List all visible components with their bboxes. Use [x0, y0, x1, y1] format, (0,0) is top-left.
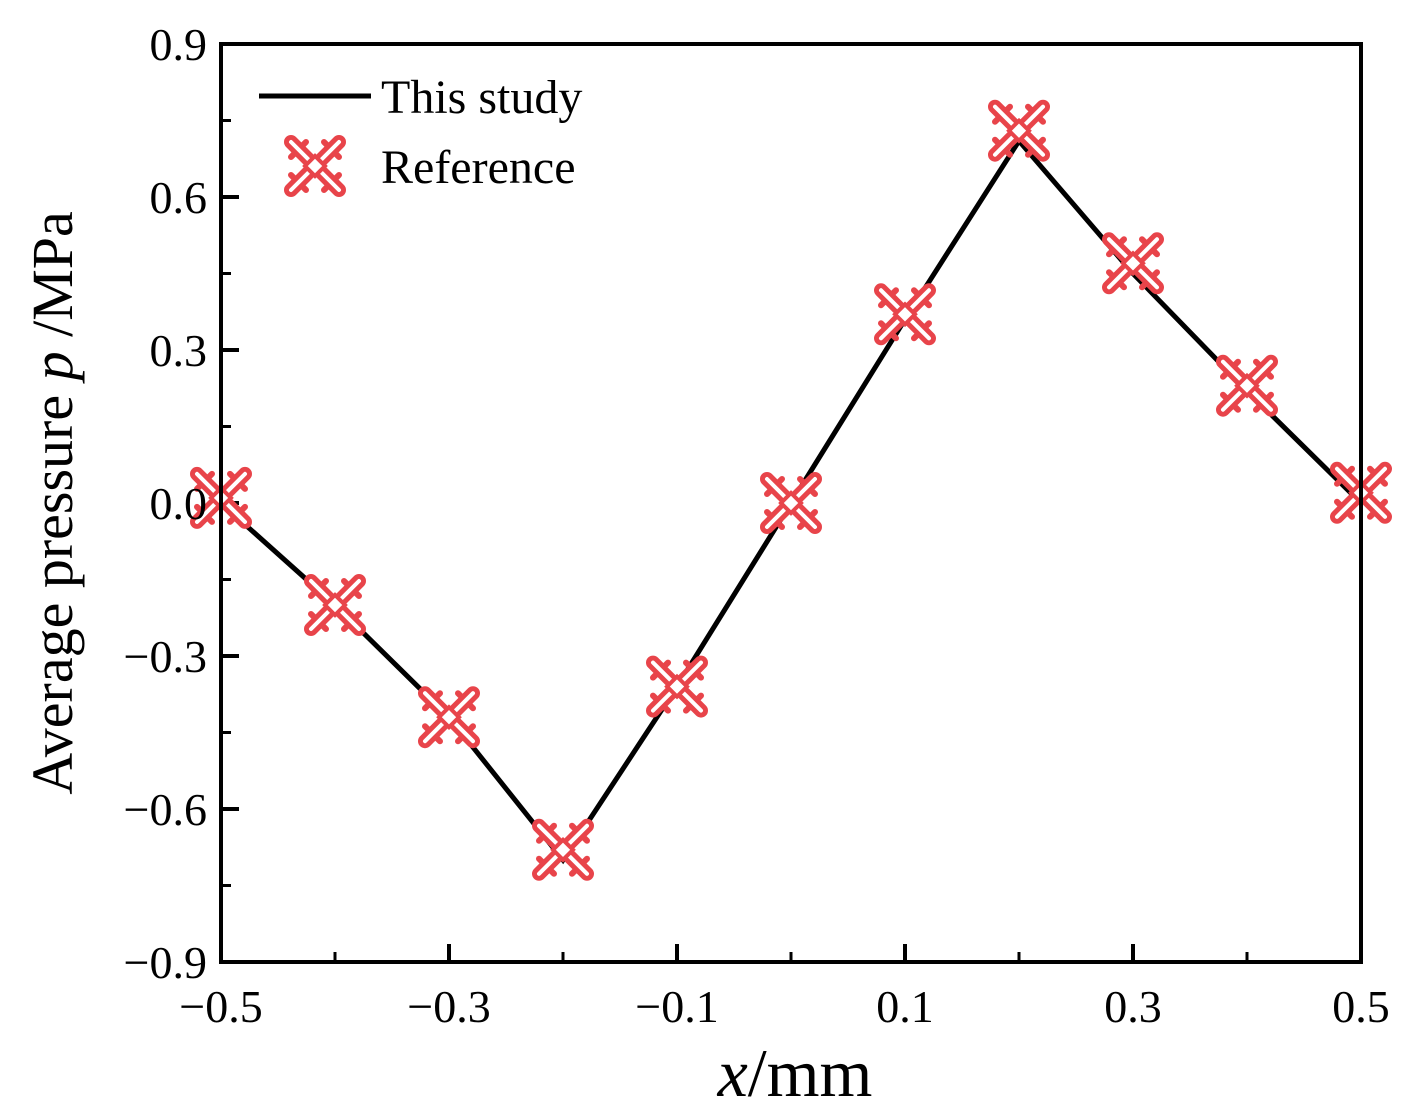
reference-point	[760, 472, 822, 534]
y-tick-label: 0.0	[150, 478, 208, 529]
x-tick-label: −0.1	[635, 981, 718, 1032]
x-tick-label: 0.5	[1332, 981, 1390, 1032]
x-tick-label: −0.3	[407, 981, 490, 1032]
reference-point	[532, 818, 594, 881]
y-tick-label: 0.9	[150, 19, 208, 70]
x-tick-label: 0.1	[876, 981, 934, 1032]
x-axis-title: x/mm	[717, 1035, 873, 1111]
x-tick-label: −0.5	[179, 981, 262, 1032]
reference-point	[988, 99, 1050, 162]
legend-label-reference: Reference	[381, 141, 576, 194]
legend-marker-swatch	[284, 135, 346, 197]
plot-frame	[219, 42, 1363, 964]
y-tick-label: −0.3	[124, 631, 207, 682]
x-axis-unit: /mm	[748, 1035, 873, 1111]
y-axis-var: p	[20, 351, 85, 384]
y-axis-prefix: Average pressure	[20, 380, 85, 794]
tick-label-layer: −0.5 −0.3 −0.1 0.1 0.3 0.5 0.9 0.6 0.3 0.0 −0.3 −0.…	[124, 19, 1390, 1032]
legend: This study Reference	[259, 71, 582, 197]
reference-point	[1216, 354, 1278, 417]
reference-point	[1102, 232, 1164, 295]
x-tick-label: 0.3	[1104, 981, 1162, 1032]
reference-point	[874, 283, 936, 346]
reference-point	[304, 574, 366, 636]
y-tick-label: −0.9	[124, 937, 207, 988]
y-axis-unit: /MPa	[20, 211, 85, 351]
y-tick-label: 0.3	[150, 325, 208, 376]
reference-point	[646, 655, 708, 718]
y-tick-label: 0.6	[150, 172, 208, 223]
y-axis-title: Average pressure p /MPa	[20, 211, 85, 795]
legend-reference-marker	[284, 135, 346, 197]
y-tick-label: −0.6	[124, 784, 207, 835]
legend-label-this-study: This study	[381, 71, 582, 124]
reference-point	[418, 686, 480, 749]
x-axis-var: x	[717, 1035, 748, 1111]
series-marker-layer	[190, 99, 1392, 881]
